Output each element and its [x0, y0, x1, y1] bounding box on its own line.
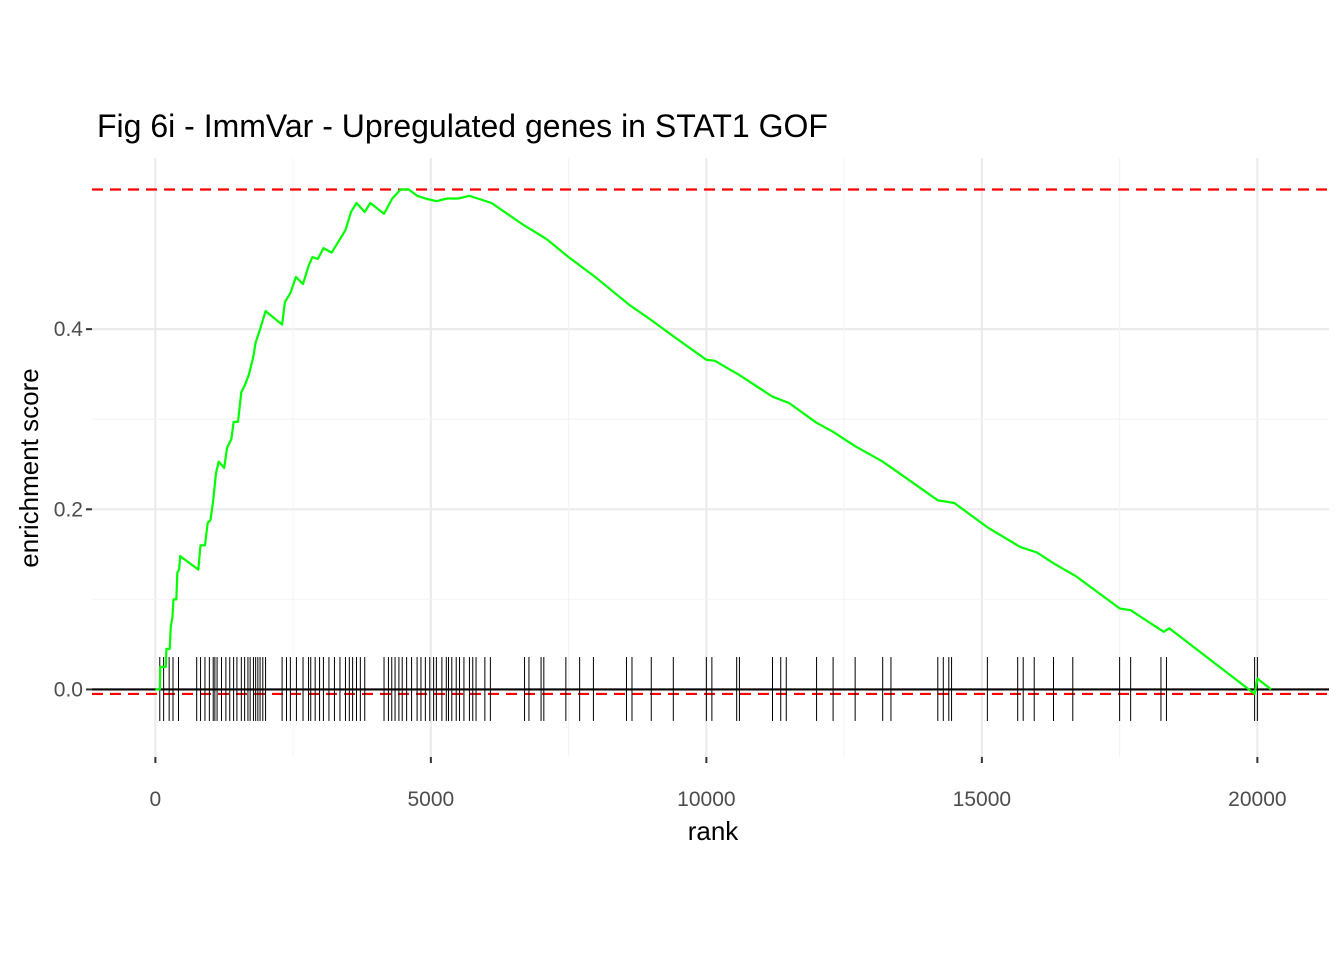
y-tick-label: 0.0: [54, 678, 83, 701]
x-tick-label: 20000: [1228, 788, 1286, 811]
axes: 0 5000 10000 15000 20000 0.0 0.2 0.4: [54, 318, 1287, 811]
x-tick-label: 10000: [677, 788, 735, 811]
y-tick-label: 0.4: [54, 318, 84, 341]
x-tick-label: 0: [150, 788, 162, 811]
threshold-lines: [92, 188, 1329, 696]
x-tick-label: 15000: [953, 788, 1011, 811]
enrichment-score-series: [155, 188, 1272, 696]
x-tick-label: 5000: [408, 788, 455, 811]
gene-rank-marks: [159, 657, 1258, 721]
y-tick-label: 0.2: [54, 498, 83, 521]
grid-lines: [92, 158, 1329, 757]
x-axis-label: rank: [688, 816, 740, 846]
enrichment-score-line: [155, 188, 1272, 696]
chart-title: Fig 6i - ImmVar - Upregulated genes in S…: [97, 108, 828, 144]
y-axis-label: enrichment score: [14, 368, 44, 567]
